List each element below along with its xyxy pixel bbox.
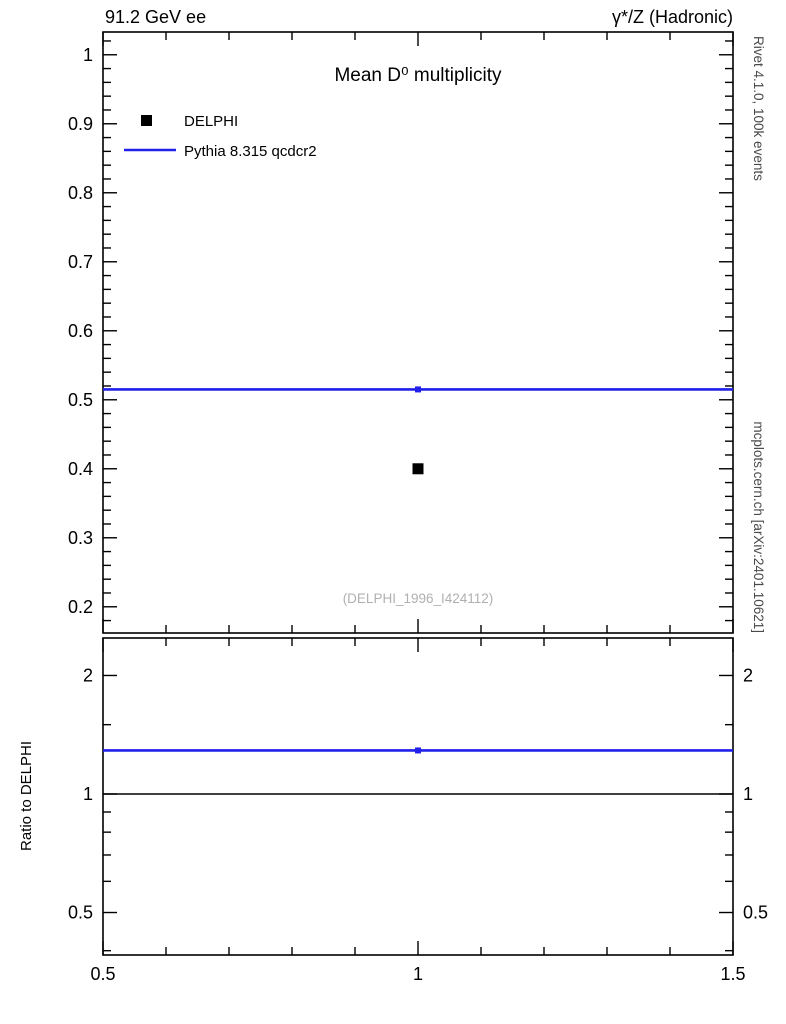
y-tick-label: 0.7 [68,252,93,272]
data-point [412,463,424,475]
mcplots-note: mcplots.cern.ch [arXiv:2401.10621] [751,421,766,633]
y-tick-label: 0.8 [68,183,93,203]
y-tick-label: 0.5 [68,903,93,923]
legend-pythia-label: Pythia 8.315 qcdcr2 [184,143,317,160]
y-tick-label: 1 [83,784,93,804]
y-tick-label: 0.9 [68,114,93,134]
series-marker [415,747,421,754]
main-panel: 0.2 0.3 0.4 0.5 0.6 0.7 0.8 0.9 1 [68,31,734,634]
y-tick-label: 0.5 [68,390,93,410]
ratio-panel: 0.5 0.5 1 1 2 2 0.5 1 1.5 [68,637,768,984]
ratio-axis-label: Ratio to DELPHI [18,741,35,851]
legend-delphi-label: DELPHI [184,113,238,130]
beam-energy-label: 91.2 GeV ee [105,7,206,27]
y-tick-label-right: 1 [743,784,753,804]
y-tick-label: 0.2 [68,597,93,617]
legend-delphi-marker [141,115,152,126]
plot-title: Mean D⁰ multiplicity [334,65,502,86]
y-tick-label: 0.4 [68,459,93,479]
x-tick-label: 0.5 [90,964,115,984]
y-tick-label: 0.6 [68,321,93,341]
y-tick-label-right: 2 [743,665,753,685]
y-tick-label: 0.3 [68,528,93,548]
y-tick-label: 2 [83,665,93,685]
rivet-version-note: Rivet 4.1.0, 100k events [751,36,766,181]
process-label: γ*/Z (Hadronic) [612,7,733,27]
analysis-watermark: (DELPHI_1996_I424112) [343,591,494,606]
y-tick-label-right: 0.5 [743,903,768,923]
series-marker [415,386,421,393]
y-tick-label: 1 [83,45,93,65]
x-tick-label: 1 [413,964,423,984]
x-tick-label: 1.5 [720,964,745,984]
plot-frame [102,637,734,956]
